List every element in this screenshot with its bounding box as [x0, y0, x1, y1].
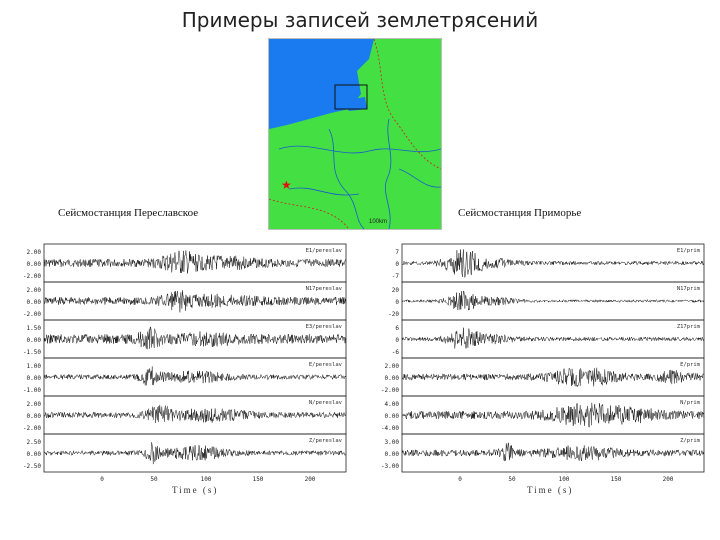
trace-right-3: 6 0 -6 Z17prim: [392, 319, 705, 359]
trace-code-label: E/pereslav: [309, 362, 343, 368]
x-tick-label: 100: [559, 476, 570, 483]
trace-code-label: N/prim: [680, 400, 701, 406]
trace-right-5: 4.00 0.00 -4.00 N/prim: [381, 395, 705, 435]
trace-code-label: E1/pereslav: [306, 248, 343, 254]
y-tick-label: 2.00: [385, 363, 400, 370]
map-marker-star: ★: [281, 178, 292, 192]
y-tick-label: -1.00: [23, 387, 41, 394]
trace-right-2: 20 0 -20 N17prim: [388, 281, 705, 321]
y-tick-label: 0.00: [385, 413, 400, 420]
waveform-line: [43, 326, 347, 350]
y-tick-label: 0.00: [385, 375, 400, 382]
waveform-line: [43, 290, 347, 313]
waveform-line: [401, 367, 705, 388]
trace-left-1: 2.00 0.00 -2.00 E1/pereslav: [23, 243, 347, 283]
y-tick-label: 2.00: [27, 249, 42, 256]
y-tick-label: 7: [395, 249, 399, 256]
map-rivers: [278, 118, 442, 230]
y-tick-label: 1.50: [27, 325, 42, 332]
map-scale-label: 100km: [369, 219, 387, 225]
waveform-line: [401, 442, 705, 462]
trace-right-4: 2.00 0.00 -2.00 E/prim: [381, 357, 705, 397]
x-tick-label: 0: [100, 476, 104, 483]
trace-right-6: 3.00 0.00 -3.00 Z/prim: [381, 433, 705, 473]
trace-code-label: Z/prim: [680, 438, 701, 444]
waveform-line: [43, 250, 347, 274]
y-tick-label: -2.00: [23, 273, 41, 280]
waveform-line: [43, 404, 347, 424]
y-tick-label: -4.00: [381, 425, 399, 432]
y-tick-label: 6: [395, 325, 399, 332]
y-tick-label: 0.00: [27, 413, 42, 420]
waveform-line: [401, 249, 705, 278]
trace-code-label: N17pereslav: [306, 286, 343, 292]
trace-code-label: E/prim: [680, 362, 701, 368]
trace-right-1: 7 0 -7 E1/prim: [392, 243, 705, 283]
y-tick-label: 2.50: [27, 439, 42, 446]
waveform-line: [401, 402, 705, 428]
x-tick-label: 200: [663, 476, 674, 483]
x-tick-label: 150: [611, 476, 622, 483]
y-tick-label: 0.00: [27, 451, 42, 458]
y-tick-label: -2.50: [23, 463, 41, 470]
y-tick-label: 0: [395, 337, 399, 344]
waveform-line: [401, 290, 705, 311]
right-time-axis-label: Time (s): [527, 485, 574, 495]
trace-code-label: Z/pereslav: [309, 438, 343, 444]
trace-code-label: E1/prim: [677, 248, 701, 254]
waveform-line: [401, 327, 705, 349]
trace-code-label: Z17prim: [677, 324, 701, 330]
trace-left-3: 1.50 0.00 -1.50 E3/pereslav: [23, 319, 347, 359]
x-tick-label: 0: [458, 476, 462, 483]
y-tick-label: 3.00: [385, 439, 400, 446]
trace-left-2: 2.00 0.00 -2.00 N17pereslav: [23, 281, 347, 321]
map-region-box: [334, 84, 368, 110]
y-tick-label: -1.50: [23, 349, 41, 356]
trace-code-label: N17prim: [677, 286, 701, 292]
y-tick-label: -7: [392, 273, 400, 280]
x-tick-label: 50: [508, 476, 516, 483]
trace-code-label: E3/pereslav: [306, 324, 343, 330]
right-station-label: Сейсмостанция Приморье: [458, 207, 582, 219]
y-tick-label: -2.00: [23, 425, 41, 432]
y-tick-label: -3.00: [381, 463, 399, 470]
y-tick-label: -2.00: [381, 387, 399, 394]
y-tick-label: 20: [392, 287, 400, 294]
y-tick-label: 2.00: [27, 287, 42, 294]
x-tick-label: 150: [253, 476, 264, 483]
y-tick-label: 0: [395, 299, 399, 306]
y-tick-label: 0.00: [385, 451, 400, 458]
trace-left-4: 1.00 0.00 -1.00 E/pereslav: [23, 357, 347, 397]
left-station-label: Сейсмостанция Переславское: [58, 207, 199, 219]
y-tick-label: -2.00: [23, 311, 41, 318]
trace-left-6: 2.50 0.00 -2.50 Z/pereslav: [23, 433, 347, 473]
region-map: ★ 100km: [268, 38, 442, 230]
left-time-axis-label: Time (s): [172, 485, 219, 495]
y-tick-label: -20: [388, 311, 399, 318]
y-tick-label: 0.00: [27, 375, 42, 382]
y-tick-label: 0.00: [27, 337, 42, 344]
y-tick-label: 0: [395, 261, 399, 268]
y-tick-label: 2.00: [27, 401, 42, 408]
x-tick-label: 100: [201, 476, 212, 483]
trace-left-5: 2.00 0.00 -2.00 N/pereslav: [23, 395, 347, 435]
right-seismogram-panel: 7 0 -7 E1/prim 20 0 -20 N17prim 6 0 -6 Z17prim 2.00 0…: [368, 240, 708, 490]
y-tick-label: 1.00: [27, 363, 42, 370]
map-borders: [268, 38, 442, 230]
slide-title: Примеры записей землетрясений: [181, 8, 539, 32]
waveform-line: [43, 442, 347, 465]
map-bay: [341, 97, 367, 111]
left-seismogram-panel: 2.00 0.00 -2.00 E1/pereslav 2.00 0.00 -2.00 N17…: [10, 240, 350, 490]
trace-code-label: N/pereslav: [309, 400, 343, 406]
waveform-line: [43, 366, 347, 386]
y-tick-label: -6: [392, 349, 400, 356]
y-tick-label: 0.00: [27, 299, 42, 306]
y-tick-label: 0.00: [27, 261, 42, 268]
x-tick-label: 200: [305, 476, 316, 483]
y-tick-label: 4.00: [385, 401, 400, 408]
x-tick-label: 50: [150, 476, 158, 483]
